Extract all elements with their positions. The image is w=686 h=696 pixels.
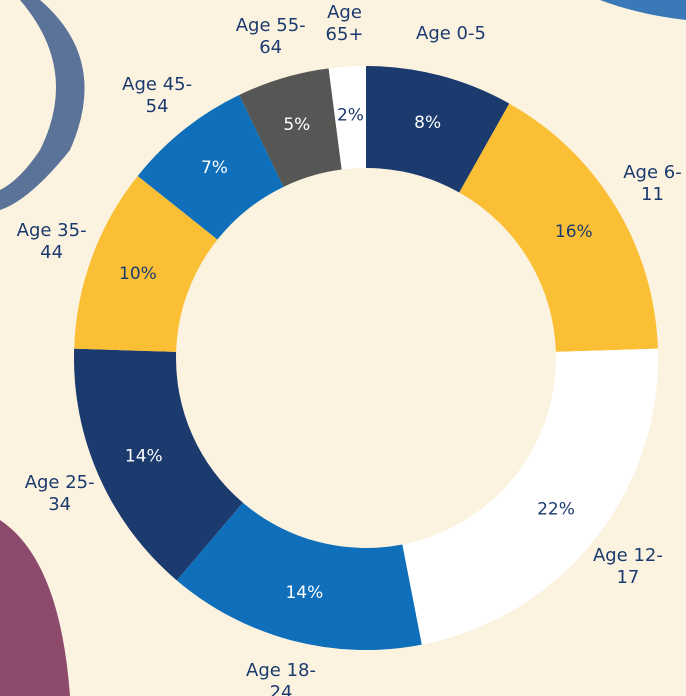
value-label: 14%: [125, 446, 163, 466]
category-label: Age 18-24: [246, 660, 316, 696]
category-label: Age 45-54: [122, 74, 192, 118]
category-label: Age 25-34: [25, 472, 95, 516]
value-label: 16%: [555, 222, 593, 242]
category-label: Age 55-64: [236, 15, 306, 59]
page: 8% 16% 22% 14% 14% 10% 7% 5% 2% Age 0-5 Age 6-11 A…: [0, 0, 686, 696]
decoration: [0, 520, 70, 696]
value-label: 8%: [414, 113, 441, 133]
value-label: 5%: [283, 115, 310, 135]
value-label: 10%: [119, 264, 157, 284]
value-label: 22%: [537, 500, 575, 520]
category-label: Age 0-5: [391, 23, 511, 45]
chart: 8% 16% 22% 14% 14% 10% 7% 5% 2%: [0, 0, 686, 696]
value-label: 7%: [201, 158, 228, 178]
value-label: 14%: [285, 583, 323, 603]
slice: [402, 349, 658, 645]
category-label: Age 12-17: [593, 545, 663, 589]
value-label: 2%: [337, 105, 364, 125]
category-label: Age 35-44: [17, 220, 87, 264]
category-label: Age 65+: [310, 2, 380, 46]
decoration: [600, 0, 686, 20]
category-label: Age 6-11: [617, 162, 686, 206]
